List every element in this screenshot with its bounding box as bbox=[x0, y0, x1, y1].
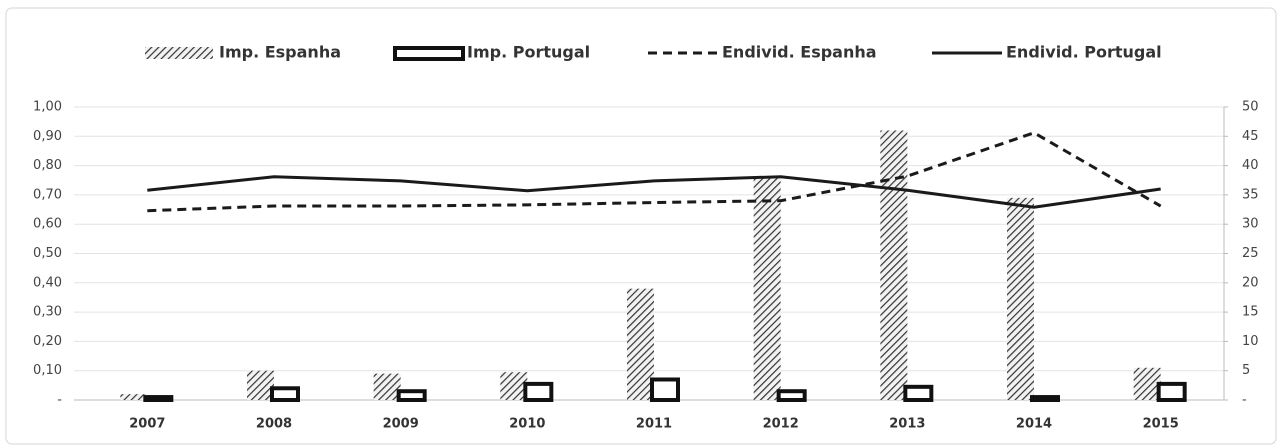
y2-tick-label: 20 bbox=[1242, 275, 1259, 290]
bar bbox=[270, 386, 300, 402]
x-tick-label: 2011 bbox=[636, 417, 672, 432]
y-tick-label: 0,60 bbox=[33, 217, 62, 232]
y-tick-label: 1,00 bbox=[33, 100, 62, 115]
bar bbox=[1133, 367, 1161, 400]
y2-tick-label: 25 bbox=[1242, 246, 1259, 261]
bar bbox=[627, 288, 654, 400]
line bbox=[147, 175, 1161, 209]
x-tick-label: 2008 bbox=[256, 417, 292, 432]
y2-tick-label: 40 bbox=[1242, 158, 1259, 173]
legend-swatch bbox=[393, 46, 465, 61]
x-tick-label: 2012 bbox=[763, 417, 799, 432]
y-tick-label: 0,10 bbox=[33, 363, 62, 378]
x-tick-label: 2010 bbox=[509, 417, 545, 432]
y-tick-label: 0,70 bbox=[33, 187, 62, 202]
y-tick-label: 0,30 bbox=[33, 305, 62, 320]
bar bbox=[396, 389, 427, 402]
y-tick-label: 0,80 bbox=[33, 158, 62, 173]
line bbox=[147, 131, 1162, 213]
y2-tick-label: 50 bbox=[1242, 100, 1259, 115]
bar bbox=[650, 377, 680, 402]
legend-label: Endivid. Portugal bbox=[1006, 43, 1162, 62]
x-tick-label: 2013 bbox=[889, 417, 925, 432]
bar bbox=[247, 370, 274, 400]
y-tick-label: 0,40 bbox=[33, 275, 62, 290]
bar bbox=[143, 395, 174, 403]
y-tick-label: 0,20 bbox=[33, 334, 62, 349]
x-tick-label: 2015 bbox=[1143, 417, 1179, 432]
bar bbox=[120, 394, 148, 400]
y2-tick-label: 30 bbox=[1242, 217, 1259, 232]
bar bbox=[1030, 395, 1060, 403]
y2-tick-label: 15 bbox=[1242, 305, 1259, 320]
legend-label: Imp. Portugal bbox=[467, 43, 590, 62]
bar bbox=[500, 372, 528, 400]
bar bbox=[373, 373, 401, 400]
y2-tick-label: 45 bbox=[1242, 129, 1259, 144]
bar bbox=[776, 389, 807, 402]
y2-tick-label: 10 bbox=[1242, 334, 1259, 349]
y2-tick-label: 35 bbox=[1242, 187, 1259, 202]
y-tick-label: 0,90 bbox=[33, 129, 62, 144]
y2-tick-label: 5 bbox=[1242, 363, 1250, 378]
legend-swatch bbox=[145, 47, 213, 59]
bar bbox=[903, 384, 934, 403]
y2-tick-label: - bbox=[1242, 393, 1247, 408]
x-tick-label: 2014 bbox=[1016, 417, 1052, 432]
x-tick-label: 2009 bbox=[383, 417, 419, 432]
bar bbox=[523, 381, 554, 403]
legend-label: Endivid. Espanha bbox=[722, 43, 877, 62]
legend-label: Imp. Espanha bbox=[219, 43, 341, 62]
chart-frame bbox=[5, 7, 1277, 445]
bar bbox=[1156, 381, 1187, 403]
x-tick-label: 2007 bbox=[129, 417, 165, 432]
y-tick-label: 0,50 bbox=[33, 246, 62, 261]
y-tick-label: - bbox=[57, 393, 62, 408]
bar bbox=[880, 130, 908, 400]
bar bbox=[753, 177, 781, 400]
bar bbox=[1007, 197, 1034, 400]
